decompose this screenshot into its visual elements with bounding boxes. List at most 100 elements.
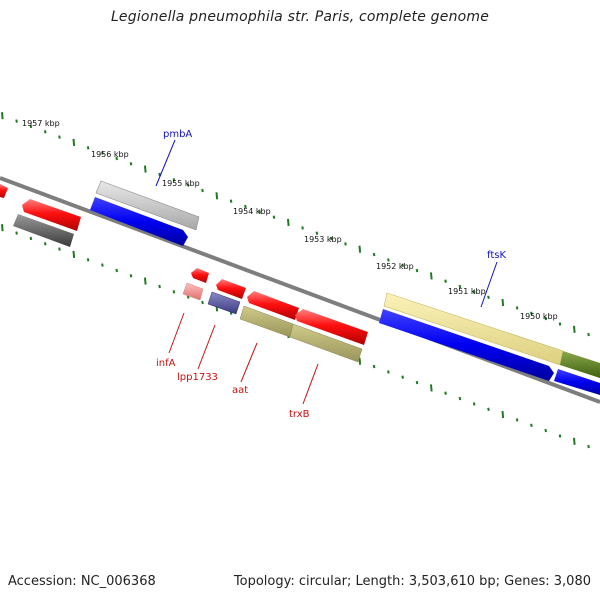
- label-leader: [155, 139, 176, 187]
- scale-tick: [372, 252, 376, 257]
- scale-tick: [587, 444, 590, 449]
- accession-text: Accession: NC_006368: [8, 574, 156, 589]
- scale-tick: [72, 250, 76, 258]
- scale-tick: [129, 274, 133, 278]
- scale-tick: [415, 268, 419, 273]
- scale-tick: [587, 332, 590, 337]
- scale-tick: [329, 236, 333, 241]
- scale-label: 1954 kbp: [233, 207, 271, 216]
- scale-tick: [444, 279, 447, 283]
- scale-tick: [372, 364, 376, 369]
- scale-tick: [215, 192, 219, 200]
- scale-tick: [172, 290, 176, 294]
- label-leader: [480, 261, 498, 308]
- scale-tick: [144, 165, 147, 173]
- gene-reverse[interactable]: [295, 309, 368, 345]
- scale-tick: [444, 391, 447, 395]
- scale-tick: [186, 183, 190, 187]
- scale-tick: [573, 325, 576, 333]
- scale-tick: [101, 263, 104, 267]
- scale-tick: [387, 370, 390, 374]
- label-leader: [197, 324, 216, 370]
- gene-forward[interactable]: [379, 309, 554, 381]
- scale-tick: [29, 124, 33, 129]
- scale-label: 1953 kbp: [304, 235, 342, 244]
- scale-tick: [573, 437, 576, 445]
- scale-tick: [86, 258, 90, 262]
- scale-tick: [29, 236, 33, 241]
- scale-label: 1951 kbp: [448, 287, 486, 296]
- topology-text: Topology: circular; Length: 3,503,610 bp…: [233, 574, 591, 589]
- scale-tick: [358, 245, 362, 253]
- scale-tick: [15, 119, 18, 123]
- scale-tick: [1, 112, 4, 120]
- label-leader: [302, 363, 319, 405]
- scale-tick: [401, 375, 404, 379]
- scale-tick: [515, 306, 519, 310]
- scale-tick: [158, 284, 161, 289]
- scale-tick: [472, 402, 476, 406]
- scale-tick: [229, 199, 233, 203]
- scale-tick: [544, 428, 547, 433]
- scale-tick: [472, 290, 476, 294]
- scale-tick: [515, 418, 519, 422]
- gene-label-lpp1733[interactable]: lpp1733: [177, 372, 218, 383]
- gene-reverse[interactable]: [191, 268, 209, 283]
- gene-label-aat[interactable]: aat: [232, 385, 248, 396]
- scale-tick: [129, 162, 133, 166]
- scale-tick: [58, 135, 61, 139]
- label-leader: [240, 342, 258, 383]
- gene-reverse[interactable]: [207, 291, 241, 315]
- gene-forward[interactable]: [95, 180, 200, 231]
- scale-tick: [544, 316, 547, 321]
- scale-tick: [1, 224, 4, 232]
- gene-reverse[interactable]: [247, 291, 299, 320]
- scale-tick: [72, 138, 76, 146]
- scale-tick: [186, 295, 190, 299]
- gene-forward[interactable]: [554, 369, 600, 395]
- scale-tick: [401, 263, 404, 267]
- scale-tick: [201, 300, 204, 305]
- scale-tick: [530, 311, 533, 315]
- scale-tick: [43, 242, 47, 246]
- gene-label-pmba[interactable]: pmbA: [163, 129, 192, 140]
- scale-tick: [301, 226, 304, 230]
- scale-tick: [258, 210, 261, 214]
- scale-tick: [458, 284, 462, 289]
- label-leader: [168, 312, 185, 354]
- scale-tick: [43, 130, 47, 134]
- gene-label-infa[interactable]: infA: [156, 358, 176, 369]
- genome-backbone: [0, 176, 600, 404]
- scale-tick: [487, 407, 490, 411]
- gene-forward[interactable]: [90, 197, 188, 246]
- gene-reverse[interactable]: [182, 282, 204, 301]
- gene-reverse[interactable]: [216, 279, 246, 299]
- scale-tick: [144, 277, 147, 285]
- scale-label: 1950 kbp: [520, 312, 558, 321]
- scale-tick: [287, 218, 290, 227]
- gene-reverse[interactable]: [289, 323, 363, 363]
- scale-tick: [15, 231, 18, 235]
- gene-reverse[interactable]: [22, 199, 81, 231]
- scale-label: 1956 kbp: [91, 150, 129, 159]
- gene-label-trxb[interactable]: trxB: [289, 409, 310, 420]
- scale-tick: [58, 247, 61, 251]
- gene-reverse[interactable]: [13, 214, 74, 247]
- gene-forward[interactable]: [560, 351, 600, 378]
- scale-tick: [115, 156, 118, 161]
- scale-tick: [387, 258, 390, 262]
- scale-tick: [501, 299, 505, 307]
- scale-tick: [344, 242, 347, 246]
- scale-tick: [244, 204, 247, 209]
- scale-tick: [86, 146, 90, 150]
- gene-reverse[interactable]: [0, 184, 8, 198]
- map-title: Legionella pneumophila str. Paris, compl…: [110, 9, 490, 25]
- gene-label-ftsk[interactable]: ftsK: [487, 250, 506, 261]
- scale-tick: [201, 188, 204, 193]
- scale-tick: [558, 322, 562, 326]
- scale-tick: [430, 272, 433, 280]
- scale-tick: [458, 396, 462, 401]
- scale-label: 1955 kbp: [162, 179, 200, 188]
- scale-tick: [358, 357, 362, 365]
- scale-tick: [430, 384, 433, 392]
